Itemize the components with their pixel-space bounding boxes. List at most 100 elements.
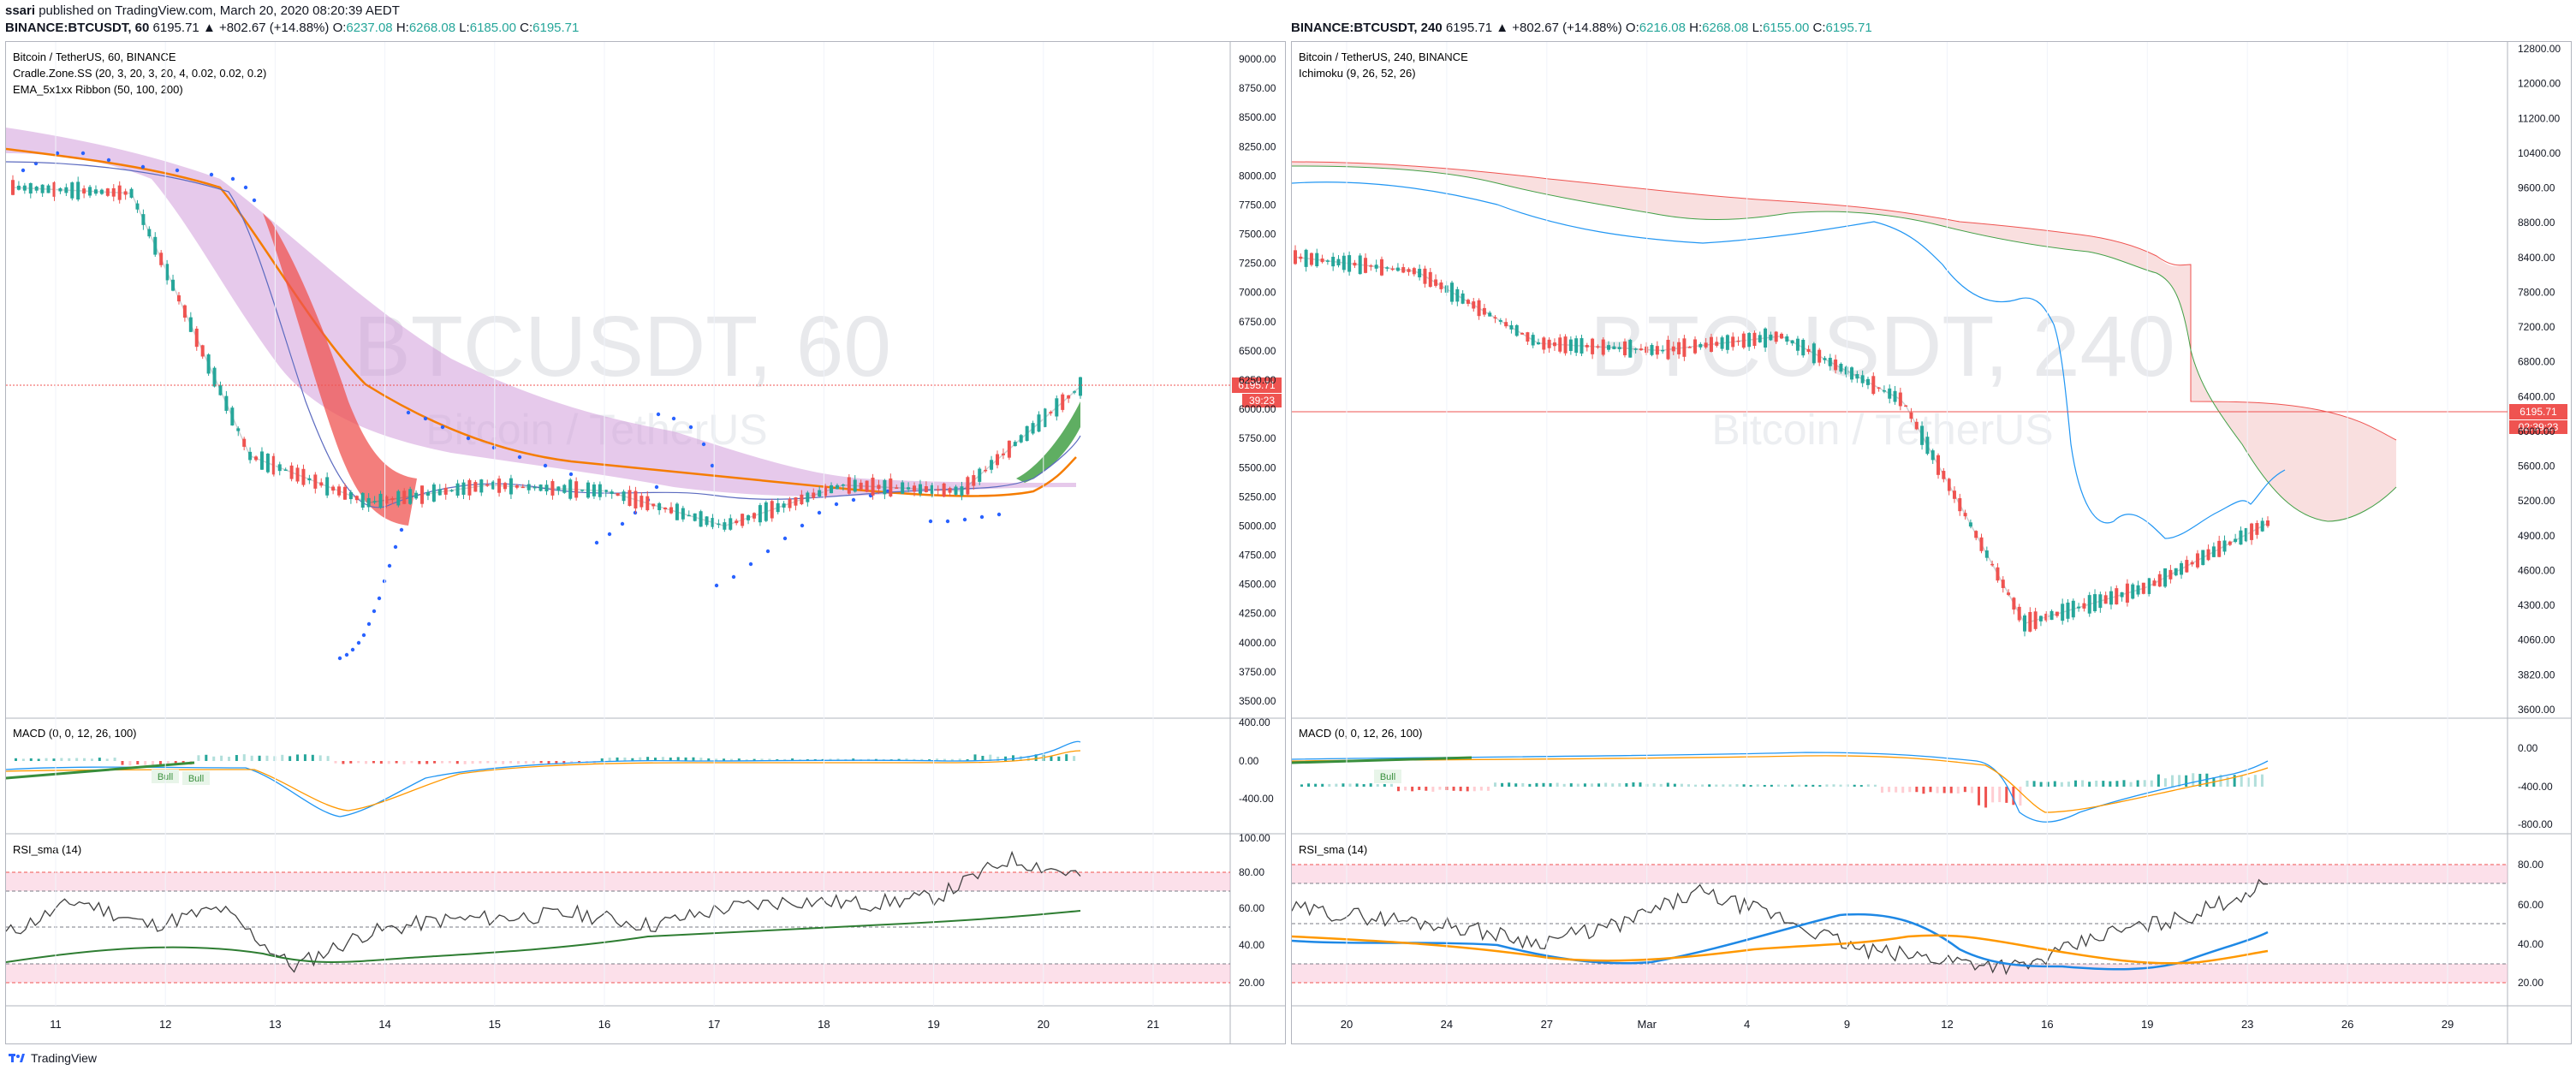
candle-body (1617, 347, 1621, 349)
candle-body (800, 494, 804, 505)
candle-body (1412, 268, 1416, 275)
candle-body (277, 464, 282, 472)
macd-bar (2185, 775, 2188, 787)
candle-body (1785, 336, 1789, 342)
macd-bar (2171, 775, 2174, 787)
macd-bar (1825, 784, 1829, 787)
candle-body (930, 484, 934, 494)
candle-body (1639, 348, 1643, 351)
macd-bar (2115, 781, 2119, 787)
time-axis-label: 26 (2341, 1018, 2353, 1031)
macd-bar (2150, 780, 2153, 787)
candle-body (1898, 392, 1902, 407)
macd-bar (1562, 783, 1566, 787)
candle-body (2260, 520, 2264, 532)
price-axis-label: 6000.00 (1239, 403, 1276, 415)
candle-body (966, 477, 970, 495)
macd-bar (2122, 780, 2126, 787)
candle-body (2049, 610, 2054, 621)
tradingview-logo-icon (9, 1054, 25, 1062)
price-axis-label: 7750.00 (1239, 199, 1276, 211)
candle-body (2180, 562, 2184, 575)
macd-bar (676, 757, 680, 761)
macd-bar (1348, 783, 1352, 787)
macd-bar (1314, 783, 1318, 787)
candle-body (586, 482, 590, 498)
macd-bar (1376, 784, 1379, 787)
price-axis[interactable]: 9000.00 8750.00 8500.00 8250.00 8000.00 7750.… (1239, 53, 1276, 707)
price-axis-label: 5600.00 (2518, 461, 2555, 473)
price-axis-label: 3820.00 (2518, 669, 2555, 681)
candle-body (1817, 349, 1822, 363)
candle-body (705, 516, 709, 526)
macd-bar (1798, 784, 1801, 787)
time-axis-label: Mar (1638, 1018, 1657, 1031)
candle-body (366, 497, 371, 508)
chart-panel-right[interactable]: BTCUSDT, 240 Bitcoin / TetherUS Bitcoin … (1291, 41, 2572, 1044)
macd-bar (144, 761, 147, 765)
macd-bar (174, 761, 177, 764)
chart-panel-left[interactable]: BTCUSDT, 60 Bitcoin / TetherUS Bitcoin /… (5, 41, 1286, 1044)
candle-body (1963, 513, 1967, 517)
candle-body (1942, 471, 1946, 479)
macd-bar (1839, 784, 1842, 787)
price-axis-label: 12800.00 (2518, 43, 2561, 55)
price-change: ▲ +802.67 (+14.88%) (202, 21, 330, 35)
candle-body (372, 501, 377, 502)
macd-bar (692, 757, 695, 761)
candle-body (580, 489, 585, 491)
chart-canvas-left[interactable]: BTCUSDT, 60 Bitcoin / TetherUS Bitcoin /… (5, 42, 1285, 1043)
candle-body (640, 496, 644, 508)
candle-body (544, 484, 549, 492)
macd-bar (258, 755, 261, 761)
macd-bar (1362, 784, 1365, 787)
candle-body (2239, 530, 2243, 545)
candle-body (1984, 550, 1989, 558)
price-axis-label: 6800.00 (2518, 356, 2555, 368)
macd-bar (1632, 782, 1635, 787)
candle-body (1061, 394, 1065, 410)
macd-bar (2046, 782, 2049, 787)
rsi-line (1291, 878, 2269, 976)
candle-body (414, 492, 419, 499)
candle-body (2234, 538, 2238, 543)
macd-bar (242, 754, 246, 761)
price-axis-label: 4000.00 (1239, 637, 1276, 649)
candle-body (1774, 331, 1778, 342)
macd-bar (1459, 787, 1462, 792)
candle-body (1633, 348, 1638, 350)
time-axis-label: 20 (1038, 1018, 1050, 1031)
candle-body (1925, 437, 1930, 455)
price-axis-label: 4750.00 (1239, 550, 1276, 562)
watermark-title: BTCUSDT, 240 (1590, 299, 2175, 395)
price-axis[interactable]: 12800.00 12000.00 11200.00 10400.00 9600.00 8… (2518, 43, 2561, 716)
footer-brand[interactable]: TradingView (9, 1051, 97, 1065)
candle-body (1693, 339, 1698, 354)
macd-bar (1749, 785, 1752, 787)
candle-body (2266, 520, 2270, 526)
macd-bar (1915, 787, 1919, 793)
parabolic-sar-dots (21, 151, 1002, 661)
time-axis[interactable]: 11 12 13 14 15 16 17 18 19 20 21 (50, 42, 1159, 1031)
candle-body (859, 482, 863, 490)
macd-axis: 0.00 -400.00 -800.00 (2518, 742, 2553, 830)
candle-body (1839, 363, 1843, 372)
macd-bar (555, 761, 558, 764)
macd-bar (2032, 781, 2036, 787)
candle-body (230, 407, 235, 426)
candle-body (675, 503, 679, 520)
candle-body (1520, 332, 1525, 335)
chart-canvas-right[interactable]: BTCUSDT, 240 Bitcoin / TetherUS Bitcoin … (1291, 42, 2571, 1043)
candle-body (313, 474, 318, 489)
time-axis[interactable]: 20 24 27 Mar 4 9 12 16 19 23 26 29 (1341, 42, 2454, 1031)
candle-body (1893, 390, 1897, 402)
macd-bar (1528, 783, 1532, 787)
candle-body (2185, 560, 2189, 573)
macd-bar (920, 758, 924, 761)
candle-body (806, 492, 810, 502)
axis-label: 20.00 (1239, 977, 1264, 989)
candle-body (1331, 256, 1336, 267)
candle-body (2115, 588, 2119, 605)
candle-body (2136, 585, 2140, 595)
candle-body (212, 367, 217, 387)
